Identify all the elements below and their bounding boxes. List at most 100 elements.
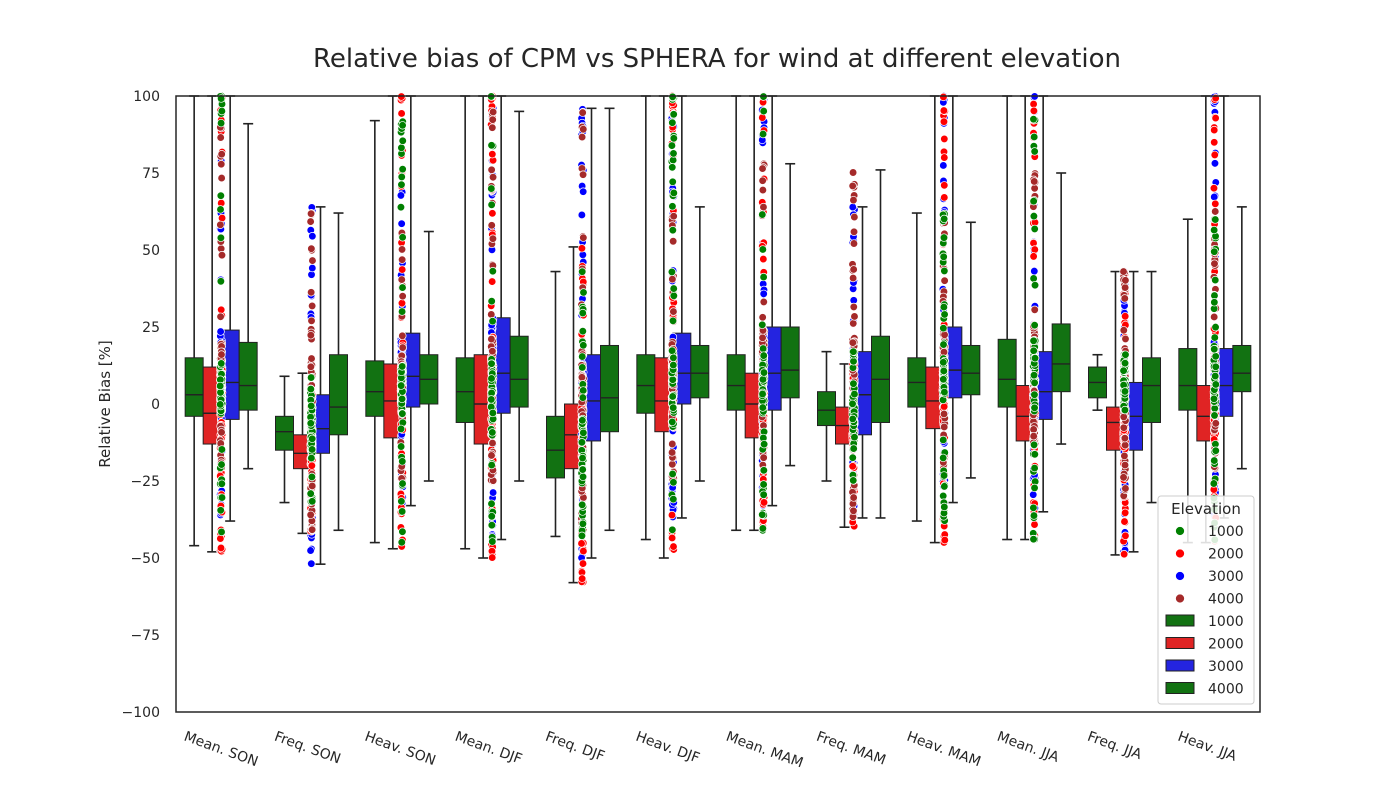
point-1000 <box>578 363 587 372</box>
point-1000 <box>668 469 677 479</box>
point-4000 <box>758 176 767 185</box>
point-4000 <box>1210 259 1219 268</box>
point-1000 <box>758 245 767 254</box>
point-2000 <box>217 213 227 223</box>
point-1000 <box>668 375 677 384</box>
point-1000 <box>667 346 677 355</box>
point-4000 <box>397 275 406 284</box>
point-1000 <box>758 129 768 139</box>
point-1000 <box>759 351 768 360</box>
point-3000 <box>759 289 768 299</box>
point-4000 <box>488 438 497 448</box>
x-tick-label: Heav. JJA <box>1175 729 1239 765</box>
point-2000 <box>939 402 949 411</box>
point-1000 <box>1209 479 1218 488</box>
legend-label: 2000 <box>1208 637 1244 653</box>
point-4000 <box>1120 283 1130 292</box>
point-1000 <box>398 457 407 466</box>
point-2000 <box>1029 99 1038 109</box>
point-4000 <box>306 510 315 520</box>
y-tick-label: 0 <box>151 397 160 413</box>
point-1000 <box>1210 404 1219 413</box>
point-2000 <box>759 254 768 264</box>
box-1000 <box>1178 348 1198 411</box>
point-1000 <box>578 416 587 425</box>
point-4000 <box>398 331 407 340</box>
point-2000 <box>939 117 949 126</box>
point-4000 <box>849 239 859 248</box>
point-2000 <box>579 546 588 556</box>
point-1000 <box>759 368 769 377</box>
point-1000 <box>308 434 317 443</box>
box-4000 <box>509 335 529 408</box>
point-4000 <box>759 202 768 212</box>
point-1000 <box>398 165 407 174</box>
point-2000 <box>578 574 587 583</box>
point-1000 <box>216 233 226 243</box>
point-1000 <box>306 373 316 382</box>
point-4000 <box>307 288 316 297</box>
point-1000 <box>668 163 677 172</box>
point-1000 <box>308 497 317 506</box>
point-4000 <box>308 301 317 311</box>
point-1000 <box>1211 446 1220 455</box>
y-tick-label: −75 <box>130 628 160 644</box>
point-1000 <box>758 524 768 533</box>
point-1000 <box>1030 378 1039 387</box>
point-4000 <box>1121 484 1130 493</box>
point-2000 <box>939 106 949 115</box>
point-1000 <box>397 180 406 189</box>
point-1000 <box>1210 333 1219 342</box>
point-1000 <box>939 340 948 349</box>
point-4000 <box>217 428 226 437</box>
legend-marker <box>1175 526 1185 536</box>
point-1000 <box>578 393 588 402</box>
point-4000 <box>579 233 588 242</box>
point-1000 <box>668 177 677 186</box>
point-1000 <box>850 389 859 399</box>
point-2000 <box>577 539 586 548</box>
point-1000 <box>487 359 496 368</box>
box-1000 <box>636 354 656 414</box>
point-4000 <box>1120 434 1130 443</box>
point-1000 <box>940 482 949 491</box>
point-4000 <box>398 343 407 352</box>
point-2000 <box>398 265 407 274</box>
point-4000 <box>669 307 678 316</box>
point-4000 <box>940 422 949 432</box>
point-1000 <box>1210 247 1219 256</box>
point-1000 <box>397 497 406 506</box>
point-4000 <box>1121 276 1130 285</box>
point-4000 <box>487 310 496 319</box>
point-4000 <box>217 150 226 159</box>
point-1000 <box>397 538 406 547</box>
y-axis-label: Relative Bias [%] <box>96 340 114 467</box>
point-3000 <box>488 488 498 497</box>
point-4000 <box>849 195 858 205</box>
x-axis: Mean. SON Freq. SON Heav. SON Mean. DJF Freq… <box>182 729 1239 772</box>
point-2000 <box>216 543 226 553</box>
y-tick-label: −100 <box>122 705 160 721</box>
point-4000 <box>1211 419 1220 428</box>
point-1000 <box>669 291 678 300</box>
point-1000 <box>939 324 948 333</box>
point-2000 <box>307 461 316 470</box>
point-1000 <box>217 106 227 116</box>
point-1000 <box>578 519 588 528</box>
point-4000 <box>1121 441 1130 450</box>
point-1000 <box>487 521 496 530</box>
point-1000 <box>1030 450 1039 459</box>
point-4000 <box>308 256 317 265</box>
x-tick-label: Mean. DJF <box>453 729 524 768</box>
point-1000 <box>398 479 407 488</box>
point-1000 <box>667 141 677 150</box>
point-1000 <box>217 460 226 469</box>
point-1000 <box>1030 354 1040 363</box>
point-2000 <box>577 244 587 253</box>
point-1000 <box>849 379 858 388</box>
y-tick-label: −25 <box>130 474 160 490</box>
point-4000 <box>668 460 677 469</box>
y-tick-label: 25 <box>142 320 160 336</box>
point-3000 <box>1210 159 1220 168</box>
point-4000 <box>758 164 767 173</box>
